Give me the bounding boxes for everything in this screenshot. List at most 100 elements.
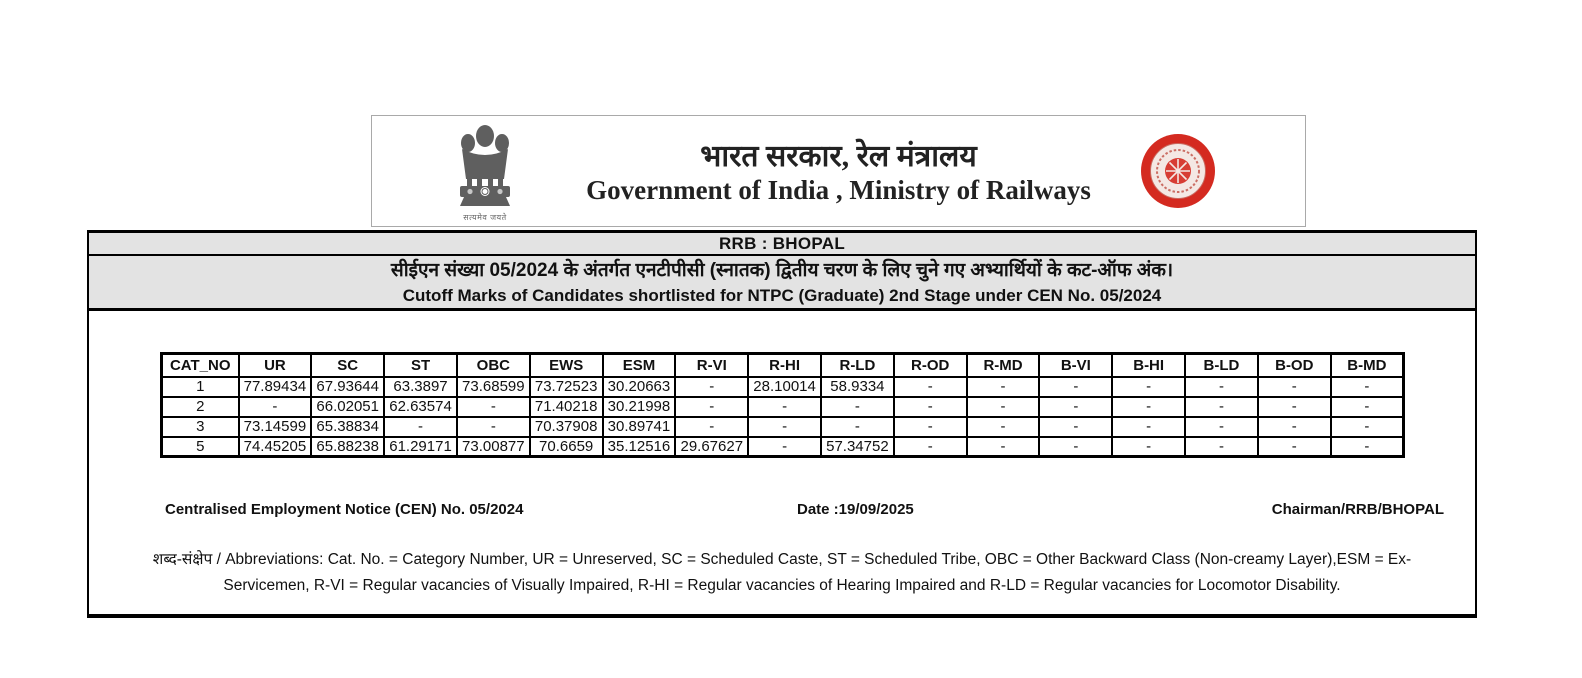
table-cell: 28.10014 [747,375,822,398]
table-cell: - [820,415,895,438]
table-cell: - [1111,375,1187,398]
table-cell: 65.88238 [310,435,386,458]
table-cell: 73.72523 [528,375,604,398]
table-row: 5 74.45205 65.88238 61.29171 73.00877 70.6659… [160,435,1405,458]
date-text: Date :19/09/2025 [797,501,914,518]
table-cell: 67.93644 [310,375,386,398]
table-cell: - [747,415,822,438]
column-header-cat-no: CAT_NO [160,352,240,378]
notice-box: RRB : BHOPAL सीईएन संख्या 05/2024 के अंत… [87,230,1477,618]
table-cell: - [1111,435,1187,458]
table-cell: - [965,415,1041,438]
gov-title-hindi: भारत सरकार, रेल मंत्रालय [700,140,977,173]
table-cell: - [455,415,531,438]
table-cell: - [1184,395,1259,418]
table-cell: 73.68599 [455,375,531,398]
table-cell: - [1111,415,1187,438]
indian-railways-logo-icon [1139,132,1217,210]
table-cell: - [1329,415,1405,438]
table-cell: 71.40218 [528,395,604,418]
table-cell: 35.12516 [601,435,677,458]
table-cell: - [892,375,968,398]
table-row: 1 77.89434 67.93644 63.3897 73.68599 73.72523… [160,375,1405,398]
column-header-r-hi: R-HI [747,352,822,378]
table-cell: - [674,415,750,438]
cutoff-table: CAT_NO UR SC ST OBC EWS ESM R-VI R-HI R-LD R-OD R-M… [160,352,1405,458]
table-cell: - [455,395,531,418]
column-header-b-ld: B-LD [1184,352,1259,378]
table-cell: 1 [160,375,240,398]
notice-subtitle-band: सीईएन संख्या 05/2024 के अंतर्गत एनटीपीसी… [89,256,1475,311]
column-header-b-md: B-MD [1329,352,1405,378]
column-header-r-md: R-MD [965,352,1041,378]
table-cell: 65.38834 [310,415,386,438]
table-cell: - [892,415,968,438]
table-cell: 70.37908 [528,415,604,438]
table-cell: 30.20663 [601,375,677,398]
gov-title-english: Government of India , Ministry of Railwa… [586,175,1091,205]
table-cell: 61.29171 [383,435,458,458]
table-cell: 63.3897 [383,375,458,398]
table-cell: 29.67627 [674,435,750,458]
table-header-row: CAT_NO UR SC ST OBC EWS ESM R-VI R-HI R-LD R-OD R-M… [160,352,1405,378]
table-cell: - [383,415,458,438]
table-cell: - [1038,415,1114,438]
table-cell: - [1111,395,1187,418]
column-header-obc: OBC [455,352,531,378]
notice-content: CAT_NO UR SC ST OBC EWS ESM R-VI R-HI R-LD R-OD R-M… [89,311,1475,614]
table-row: 2-66.02051 62.63574-71.40218 30.21998- - - - -… [160,395,1405,418]
gov-header: सत्यमेव जयते भारत सरकार, रेल मंत्रालय Go… [371,115,1306,227]
subtitle-english: Cutoff Marks of Candidates shortlisted f… [402,285,1162,305]
table-cell: - [1329,435,1405,458]
table-cell: - [892,435,968,458]
table-cell: - [1184,435,1259,458]
ashoka-emblem-icon: सत्यमेव जयते [450,123,520,222]
column-header-b-od: B-OD [1256,352,1332,378]
notice-footer: Centralised Employment Notice (CEN) No. … [89,501,1475,521]
table-cell: 58.9334 [820,375,895,398]
column-header-b-vi: B-VI [1038,352,1114,378]
table-cell: - [965,395,1041,418]
column-header-b-hi: B-HI [1111,352,1187,378]
table-cell: 2 [160,395,240,418]
table-cell: - [1256,375,1332,398]
table-cell: 74.45205 [237,435,313,458]
table-cell: 57.34752 [820,435,895,458]
table-cell: - [1184,375,1259,398]
table-cell: - [1329,395,1405,418]
board-title: RRB : BHOPAL [89,230,1475,256]
table-cell: 73.14599 [237,415,313,438]
table-cell: - [237,395,313,418]
subtitle-hindi: सीईएन संख्या 05/2024 के अंतर्गत एनटीपीसी… [390,259,1174,281]
table-cell: - [892,395,968,418]
table-cell: - [965,435,1041,458]
table-cell: 66.02051 [310,395,386,418]
table-cell: - [1038,375,1114,398]
table-row: 3 73.14599 65.38834- -70.37908 30.89741- - - - -… [160,415,1405,438]
column-header-r-od: R-OD [892,352,968,378]
abbreviations-note: शब्द-संक्षेप / Abbreviations: Cat. No. =… [89,547,1475,599]
table-cell: - [1038,435,1114,458]
table-cell: 70.6659 [528,435,604,458]
table-cell: 30.89741 [601,415,677,438]
emblem-motto: सत्यमेव जयते [463,213,507,222]
table-cell: 73.00877 [455,435,531,458]
table-cell: - [1329,375,1405,398]
chairman-signature: Chairman/RRB/BHOPAL [1271,501,1444,518]
abbrev-line-1: शब्द-संक्षेप / Abbreviations: Cat. No. =… [152,551,1412,568]
table-cell: - [674,375,750,398]
table-cell: - [1184,415,1259,438]
table-cell: 30.21998 [601,395,677,418]
table-cell: - [1256,415,1332,438]
table-cell: 77.89434 [237,375,313,398]
table-cell: - [674,395,750,418]
table-cell: - [1038,395,1114,418]
table-cell: - [747,395,822,418]
abbrev-line-2: Servicemen, R-VI = Regular vacancies of … [223,577,1341,594]
cen-number-text: Centralised Employment Notice (CEN) No. … [165,501,524,518]
table-cell: 3 [160,415,240,438]
table-cell: - [1256,395,1332,418]
column-header-esm: ESM [601,352,677,378]
table-cell: 62.63574 [383,395,458,418]
